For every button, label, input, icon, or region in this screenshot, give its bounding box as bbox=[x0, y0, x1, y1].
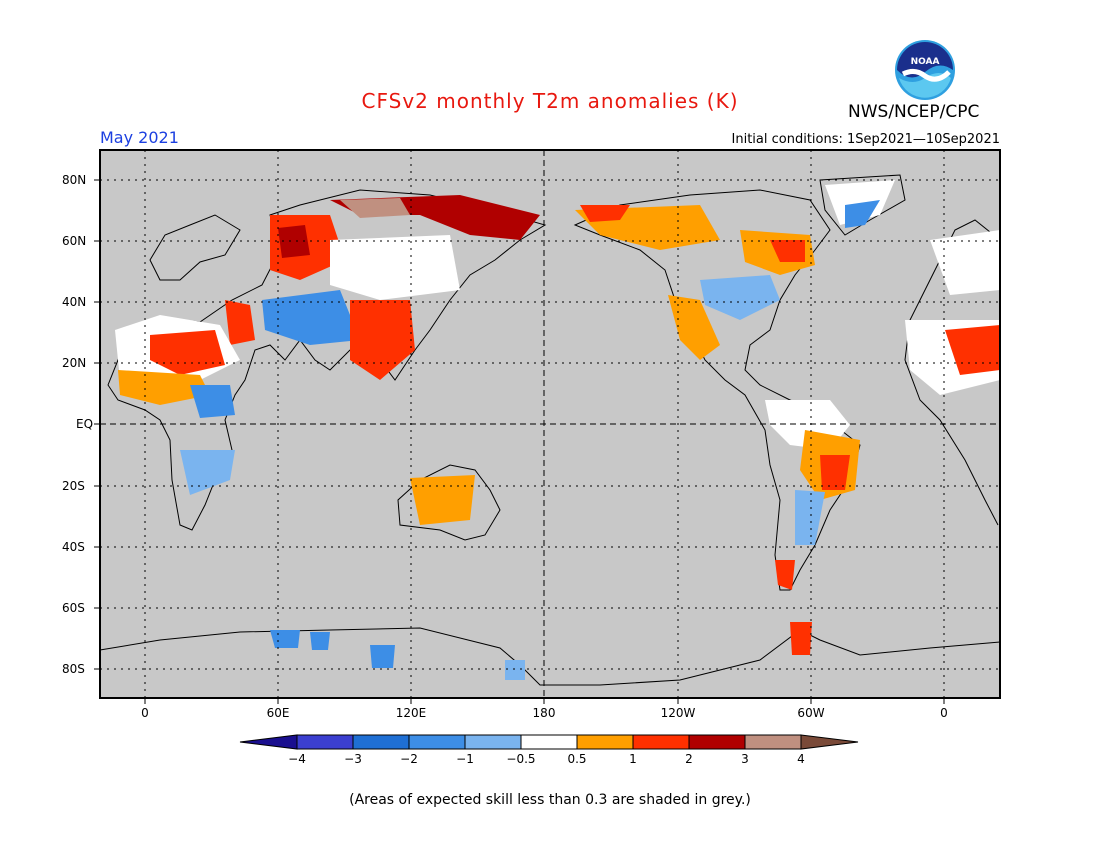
patch-warm-peninsula bbox=[790, 622, 812, 655]
patch-cold-eastafrica bbox=[190, 385, 235, 418]
colorbar-swatch bbox=[296, 734, 354, 750]
lat-label-20n: 20N bbox=[62, 356, 87, 370]
lon-label-0: 0 bbox=[141, 706, 149, 720]
colorbar-min-arrow bbox=[239, 734, 298, 750]
patch-warm-alaska bbox=[580, 205, 630, 222]
initial-conditions: Initial conditions: 1Sep2021—10Sep2021 bbox=[731, 132, 1000, 147]
lon-label-60w: 60W bbox=[797, 706, 825, 720]
lon-label-120e: 120E bbox=[395, 706, 427, 720]
lat-label-80s: 80S bbox=[62, 662, 85, 676]
ticks bbox=[94, 179, 945, 704]
colorbar-swatch bbox=[744, 734, 802, 750]
patch-cold-antarctica-1 bbox=[270, 630, 300, 648]
patch-mild-australia bbox=[410, 475, 475, 525]
lat-label-40n: 40N bbox=[62, 295, 87, 309]
colorbar-label: 2 bbox=[685, 752, 693, 766]
patch-neutral-asia bbox=[330, 235, 460, 300]
patch-neutral-greenland bbox=[825, 180, 895, 225]
patch-cool-rossice bbox=[505, 660, 525, 680]
colorbar-swatch bbox=[352, 734, 410, 750]
patch-extreme-arctic bbox=[340, 198, 410, 218]
patch-warm-sahara-right bbox=[945, 325, 1000, 375]
agency-label: NWS/NCEP/CPC bbox=[848, 102, 980, 122]
graticule bbox=[100, 150, 1000, 698]
patch-warm-china bbox=[350, 300, 415, 380]
lat-label-40s: 40S bbox=[62, 540, 85, 554]
colorbar-swatch bbox=[464, 734, 522, 750]
noaa-logo: NOAA bbox=[895, 40, 955, 100]
patch-cool-southafrica bbox=[180, 450, 235, 495]
colorbar-label: −0.5 bbox=[506, 752, 536, 766]
colorbar-swatch bbox=[520, 734, 578, 750]
lat-label-20s: 20S bbox=[62, 479, 85, 493]
patch-warm-sahara bbox=[150, 330, 225, 375]
patch-cold-antarctica-2 bbox=[310, 632, 330, 650]
patch-cold-greenland bbox=[845, 200, 880, 228]
colorbar-swatch bbox=[408, 734, 466, 750]
patch-hot-siberia bbox=[278, 225, 310, 258]
patch-mild-sahel bbox=[118, 370, 210, 405]
lat-label-80n: 80N bbox=[62, 173, 87, 187]
patch-warm-brazil bbox=[820, 455, 850, 490]
colorbar-swatch bbox=[688, 734, 746, 750]
colorbar-label: 0.5 bbox=[567, 752, 587, 766]
lon-label-120w: 120W bbox=[660, 706, 696, 720]
map-title: CFSv2 monthly T2m anomalies (K) bbox=[361, 89, 739, 113]
patch-warm-patagonia bbox=[775, 560, 795, 590]
colorbar-label: −4 bbox=[288, 752, 306, 766]
lat-label-60s: 60S bbox=[62, 601, 85, 615]
patch-mild-westusa bbox=[668, 295, 720, 360]
patch-cold-tibet bbox=[262, 290, 360, 345]
patch-cool-argentina bbox=[795, 490, 825, 545]
colorbar-max-arrow bbox=[800, 734, 859, 750]
colorbar-swatch bbox=[632, 734, 690, 750]
patch-cool-usa bbox=[700, 275, 780, 320]
patch-warm-canada bbox=[770, 240, 805, 262]
valid-month: May 2021 bbox=[100, 128, 179, 147]
lon-label-180: 180 bbox=[532, 706, 556, 720]
patch-neutral-europe-right bbox=[930, 230, 1000, 295]
patch-warm-arabia bbox=[225, 300, 255, 345]
lon-label-60e: 60E bbox=[266, 706, 290, 720]
skill-note: (Areas of expected skill less than 0.3 a… bbox=[349, 792, 751, 808]
colorbar bbox=[239, 734, 859, 750]
colorbar-label: 4 bbox=[797, 752, 805, 766]
colorbar-label: −1 bbox=[456, 752, 474, 766]
equator-dateline bbox=[100, 150, 1000, 698]
anomaly-patches bbox=[115, 180, 1000, 680]
lon-label-0-right: 0 bbox=[940, 706, 948, 720]
colorbar-swatch bbox=[576, 734, 634, 750]
patch-cold-antarctica-3 bbox=[370, 645, 395, 668]
colorbar-label: 1 bbox=[629, 752, 637, 766]
lat-label-60n: 60N bbox=[62, 234, 87, 248]
colorbar-label: −3 bbox=[344, 752, 362, 766]
svg-text:NOAA: NOAA bbox=[911, 57, 940, 67]
colorbar-label: 3 bbox=[741, 752, 749, 766]
colorbar-label: −2 bbox=[400, 752, 418, 766]
lat-label-eq: EQ bbox=[76, 417, 94, 431]
